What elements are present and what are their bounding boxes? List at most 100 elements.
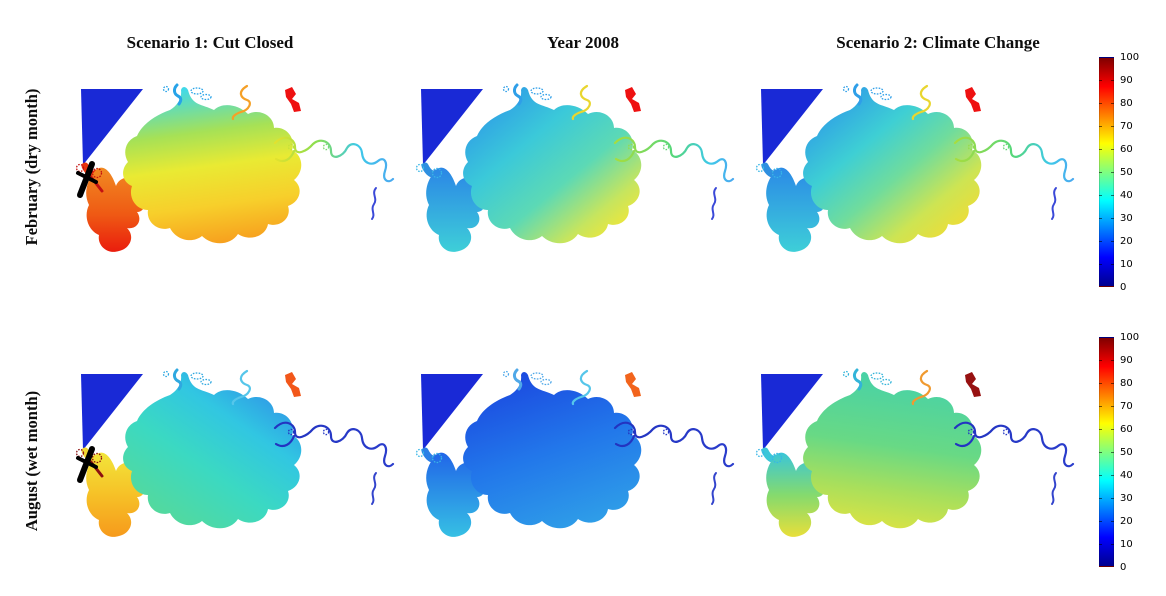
- lagoon-region: [803, 372, 982, 529]
- ocean-region: [421, 89, 483, 165]
- mouth-marsh-scribbles: [415, 163, 443, 179]
- colorbar-tick-label: 20: [1120, 516, 1133, 527]
- colorbar-tick-label: 30: [1120, 213, 1133, 224]
- ocean-region: [761, 374, 823, 450]
- ocean-region: [761, 89, 823, 165]
- colorbar-tick-label: 80: [1120, 378, 1133, 389]
- colorbar-tickmark: [1111, 429, 1114, 430]
- colorbar-tickmark: [1111, 360, 1114, 361]
- far-right-stream: [371, 187, 377, 220]
- north-marsh-scribbles: [842, 370, 892, 386]
- colorbar-tick-label: 0: [1120, 282, 1127, 293]
- northeast-patch: [625, 372, 641, 397]
- colorbar-tickmark: [1099, 452, 1102, 453]
- northeast-creek: [571, 369, 591, 406]
- colorbar-tickmark: [1111, 452, 1114, 453]
- south-arm-region: [766, 452, 825, 537]
- colorbar-tickmark: [1099, 544, 1102, 545]
- east-river: [953, 136, 1075, 183]
- river-loop-scribbles: [287, 143, 330, 151]
- colorbar-tick-label: 40: [1120, 470, 1133, 481]
- lagoon-region: [123, 87, 302, 244]
- map-panel-february-2008: [415, 83, 739, 297]
- map-panel-february-scenario1: [75, 83, 399, 297]
- colorbar-tickmark: [1111, 172, 1114, 173]
- ocean-region: [421, 374, 483, 450]
- colorbar-tickmark: [1099, 429, 1102, 430]
- colorbar-tickmark: [1111, 406, 1114, 407]
- column-title-scenario2: Scenario 2: Climate Change: [836, 33, 1040, 52]
- colorbar-tick-label: 70: [1120, 121, 1133, 132]
- colorbar-tickmark: [1111, 126, 1114, 127]
- northeast-creek: [231, 84, 251, 121]
- lagoon-region: [123, 372, 302, 529]
- colorbar-tickmark: [1111, 218, 1114, 219]
- colorbar-tick-label: 60: [1120, 144, 1133, 155]
- far-right-stream: [1051, 472, 1057, 505]
- colorbar-tickmark: [1099, 383, 1102, 384]
- north-marsh-scribbles: [502, 370, 552, 386]
- colorbar-tickmark: [1111, 475, 1114, 476]
- northeast-patch: [285, 372, 301, 397]
- far-right-stream: [371, 472, 377, 505]
- colorbar-tick-label: 70: [1120, 401, 1133, 412]
- north-marsh-scribbles: [842, 85, 892, 101]
- colorbar-tickmark: [1099, 195, 1102, 196]
- colorbar-tick-label: 100: [1120, 332, 1140, 343]
- colorbar-tickmark: [1099, 103, 1102, 104]
- northeast-patch: [625, 87, 641, 112]
- colorbar-tickmark: [1099, 218, 1102, 219]
- east-river-branch: [954, 434, 976, 448]
- colorbar-tickmark: [1099, 406, 1102, 407]
- ocean-region: [81, 89, 143, 165]
- east-river-branch: [274, 434, 296, 448]
- colorbar-tickmark: [1111, 80, 1114, 81]
- map-panel-february-climate-change: [755, 83, 1079, 297]
- far-right-stream: [711, 187, 717, 220]
- north-marsh-scribbles: [162, 85, 212, 101]
- river-loop-scribbles: [627, 428, 670, 436]
- colorbar-tickmark: [1099, 264, 1102, 265]
- colorbar-tick-label: 40: [1120, 190, 1133, 201]
- map-panel-august-scenario1: [75, 368, 399, 582]
- colorbar-tickmark: [1111, 264, 1114, 265]
- colorbar-tickmark: [1099, 149, 1102, 150]
- north-river: [853, 368, 863, 391]
- south-arm-region: [426, 452, 485, 537]
- colorbar-tickmark: [1111, 103, 1114, 104]
- colorbar-tick-label: 30: [1120, 493, 1133, 504]
- colorbar-tickmark: [1111, 521, 1114, 522]
- east-river-branch: [274, 149, 296, 163]
- river-loop-scribbles: [287, 428, 330, 436]
- lagoon-region: [803, 87, 982, 244]
- south-arm-region: [766, 167, 825, 252]
- colorbar-tick-label: 50: [1120, 447, 1133, 458]
- northeast-creek: [911, 84, 931, 121]
- north-river: [173, 368, 183, 391]
- northeast-creek: [231, 369, 251, 406]
- closed-mouth-barrier-marker: [76, 161, 104, 198]
- colorbar-tickmark: [1111, 149, 1114, 150]
- river-loop-scribbles: [967, 428, 1010, 436]
- map-panel-august-2008: [415, 368, 739, 582]
- colorbar-tick-label: 50: [1120, 167, 1133, 178]
- river-loop-scribbles: [967, 143, 1010, 151]
- mouth-marsh-scribbles: [755, 448, 783, 464]
- colorbar-tick-label: 90: [1120, 75, 1133, 86]
- colorbar-tickmark: [1111, 544, 1114, 545]
- colorbar-tickmark: [1099, 126, 1102, 127]
- ocean-region: [81, 374, 143, 450]
- east-river-branch: [614, 149, 636, 163]
- east-river-branch: [614, 434, 636, 448]
- north-river: [513, 83, 523, 106]
- east-river: [273, 421, 395, 468]
- north-marsh-scribbles: [502, 85, 552, 101]
- east-river: [613, 421, 735, 468]
- colorbar-tick-label: 10: [1120, 259, 1133, 270]
- east-river: [273, 136, 395, 183]
- colorbar-tickmark: [1111, 383, 1114, 384]
- colorbar-tick-label: 90: [1120, 355, 1133, 366]
- colorbar-tick-label: 80: [1120, 98, 1133, 109]
- south-arm-region: [426, 167, 485, 252]
- mouth-marsh-scribbles: [415, 448, 443, 464]
